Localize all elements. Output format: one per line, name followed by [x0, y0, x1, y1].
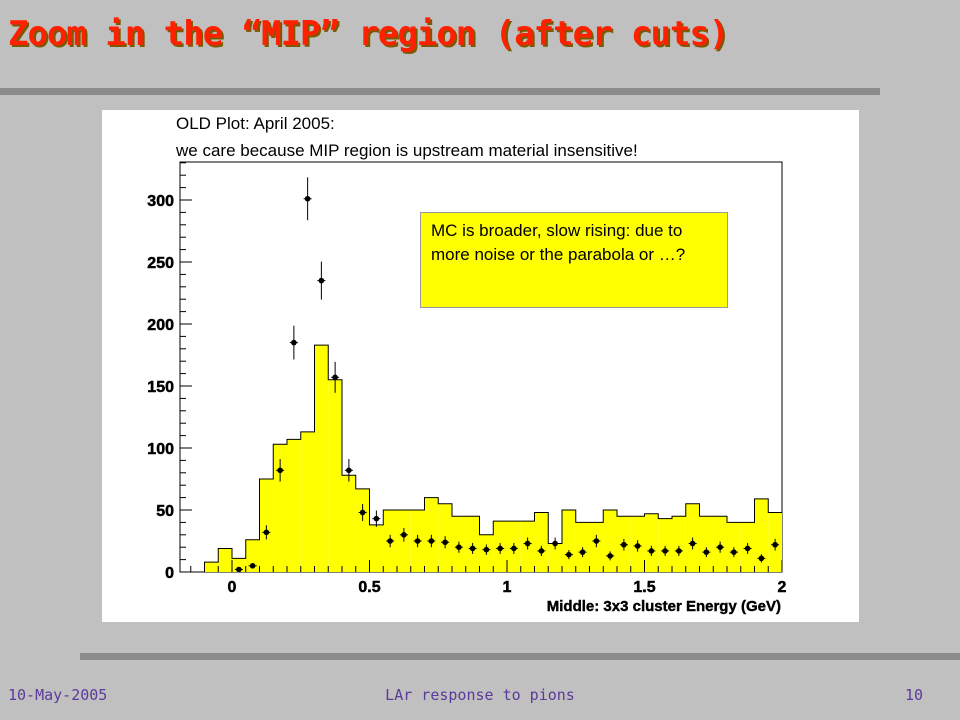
mc-callout-text: MC is broader, slow rising: due to more … [431, 221, 686, 264]
footer-date: 10-May-2005 [8, 686, 108, 704]
note-old-plot: OLD Plot: April 2005: [176, 114, 335, 133]
title-divider [0, 88, 880, 95]
footer-divider [80, 653, 960, 660]
footer-page-number: 10 [905, 686, 924, 704]
plot-panel [102, 110, 859, 622]
footer-topic: LAr response to pions [385, 686, 575, 704]
mc-callout-box: MC is broader, slow rising: due to more … [420, 212, 728, 308]
slide-title: Zoom in the “MIP” region (after cuts) [8, 14, 729, 54]
note-mip-insensitive: we care because MIP region is upstream m… [176, 141, 638, 160]
